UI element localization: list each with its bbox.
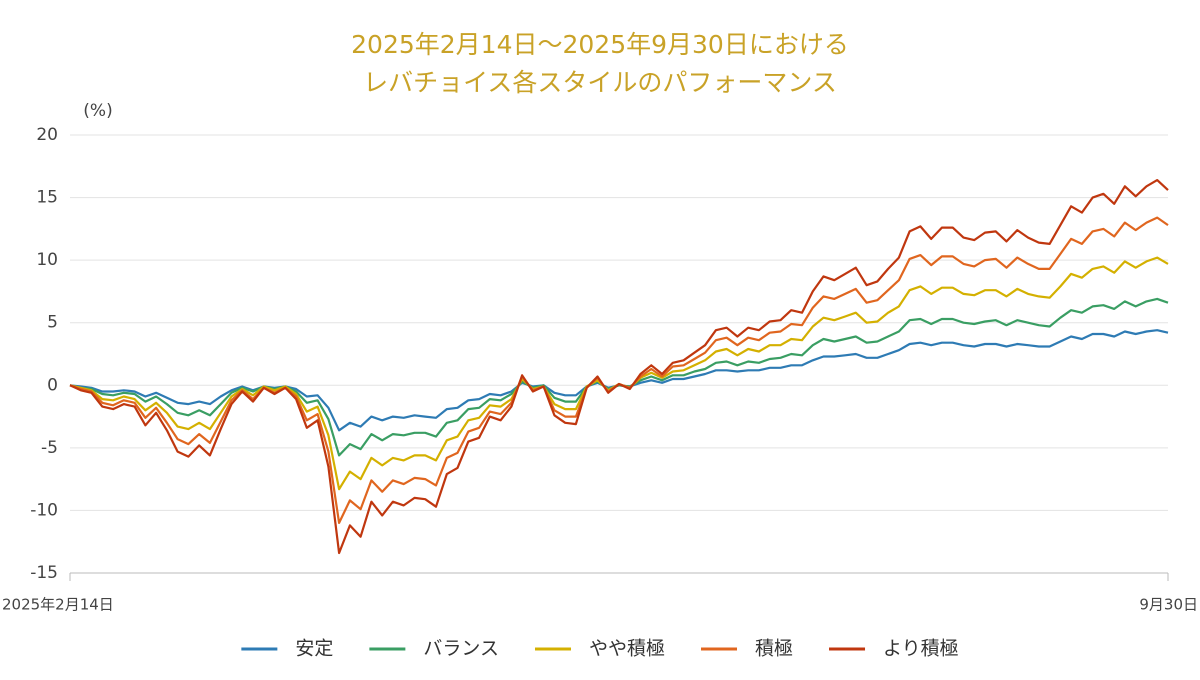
y-tick-label: 10 (36, 250, 58, 270)
line-series (69, 329, 1169, 432)
y-tick-label: 15 (36, 188, 58, 208)
line-series (69, 216, 1169, 524)
x-tick-label: 9月30日 (1139, 596, 1198, 614)
y-tick-label: 5 (47, 313, 58, 333)
legend-label: より積極 (883, 638, 959, 660)
y-tick-label: 20 (36, 125, 58, 145)
legend-label: 積極 (755, 638, 793, 660)
y-tick-label: 0 (47, 375, 58, 395)
line-series (69, 256, 1169, 491)
y-unit-label: (%) (83, 101, 112, 121)
y-tick-label: -5 (41, 438, 58, 458)
y-tick-label: -10 (30, 500, 58, 520)
legend-label: 安定 (295, 638, 333, 660)
chart-title: レバチョイス各スタイルのパフォーマンス (363, 68, 837, 97)
legend-label: バランス (423, 638, 499, 660)
x-tick-label: 2025年2月14日 (2, 596, 114, 614)
line-series (69, 179, 1169, 555)
chart-title: 2025年2月14日～2025年9月30日における (351, 30, 849, 59)
y-tick-label: -15 (30, 563, 58, 583)
legend-label: やや積極 (589, 638, 665, 660)
